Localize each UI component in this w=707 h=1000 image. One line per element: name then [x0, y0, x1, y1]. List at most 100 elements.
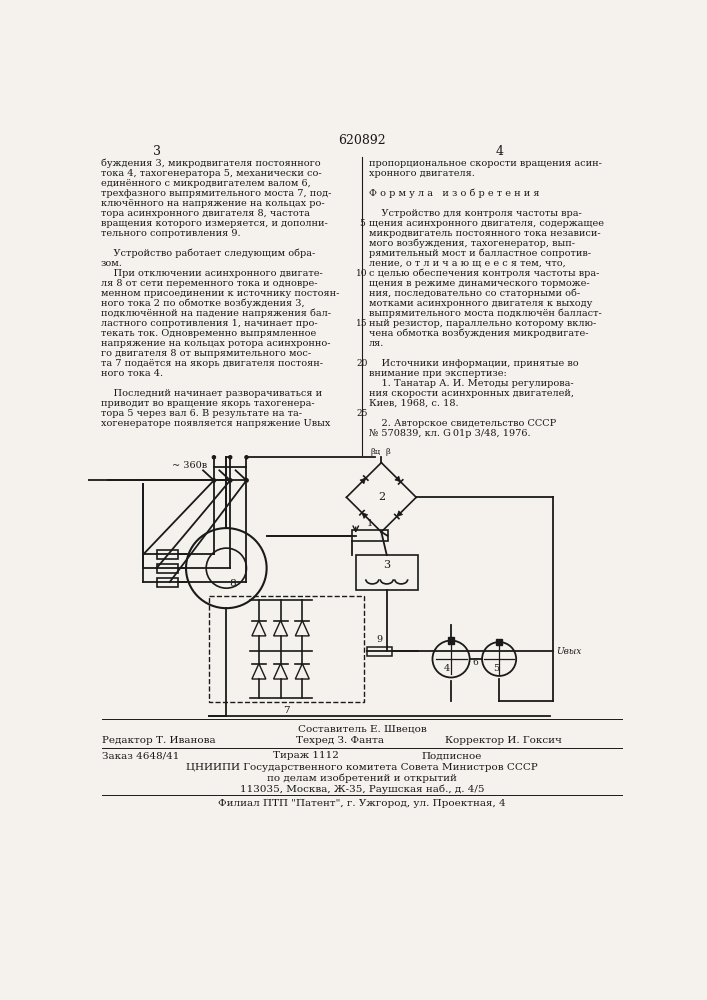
- Text: внимание при экспертизе:: внимание при экспертизе:: [369, 369, 507, 378]
- Text: напряжение на кольцах ротора асинхронно-: напряжение на кольцах ротора асинхронно-: [101, 339, 330, 348]
- Bar: [156, 550, 178, 559]
- Text: выпрямительного моста подключён балласт-: выпрямительного моста подключён балласт-: [369, 309, 602, 318]
- Text: 2: 2: [378, 492, 385, 502]
- Text: ния скорости асинхронных двигателей,: ния скорости асинхронных двигателей,: [369, 389, 574, 398]
- Polygon shape: [360, 478, 366, 484]
- Text: вращения которого измеряется, и дополни-: вращения которого измеряется, и дополни-: [101, 219, 327, 228]
- Circle shape: [212, 479, 216, 482]
- Polygon shape: [252, 620, 266, 636]
- Text: тока 4, тахогенератора 5, механически со-: тока 4, тахогенератора 5, механически со…: [101, 169, 322, 178]
- Circle shape: [245, 456, 248, 459]
- Text: мого возбуждения, тахогенератор, вып-: мого возбуждения, тахогенератор, вып-: [369, 239, 575, 248]
- Circle shape: [245, 479, 248, 482]
- Text: хогенераторе появляется напряжение Uвых: хогенераторе появляется напряжение Uвых: [101, 419, 330, 428]
- Text: мотками асинхронного двигателя к выходу: мотками асинхронного двигателя к выходу: [369, 299, 592, 308]
- Bar: [368, 647, 392, 656]
- Polygon shape: [296, 620, 309, 636]
- Text: 4: 4: [444, 664, 450, 673]
- Bar: [496, 639, 502, 645]
- Text: щения в режиме динамического торможе-: щения в режиме динамического торможе-: [369, 279, 590, 288]
- Polygon shape: [274, 664, 288, 679]
- Text: Киев, 1968, с. 18.: Киев, 1968, с. 18.: [369, 399, 459, 408]
- Text: Заказ 4648/41: Заказ 4648/41: [103, 751, 180, 760]
- Bar: [156, 564, 178, 573]
- Polygon shape: [274, 620, 288, 636]
- Text: та 7 подаётся на якорь двигателя постоян-: та 7 подаётся на якорь двигателя постоян…: [101, 359, 323, 368]
- Text: 7: 7: [283, 706, 289, 715]
- Text: 620892: 620892: [338, 134, 386, 147]
- Polygon shape: [397, 511, 402, 517]
- Bar: [156, 578, 178, 587]
- Text: 5: 5: [493, 664, 499, 673]
- Polygon shape: [395, 476, 401, 482]
- Text: го двигателя 8 от выпрямительного мос-: го двигателя 8 от выпрямительного мос-: [101, 349, 311, 358]
- Text: подключённой на падение напряжения бал-: подключённой на падение напряжения бал-: [101, 309, 331, 318]
- Text: с целью обеспечения контроля частоты вра-: с целью обеспечения контроля частоты вра…: [369, 269, 600, 278]
- Bar: [448, 637, 454, 644]
- Bar: [352, 530, 387, 541]
- Text: № 570839, кл. G 01р 3/48, 1976.: № 570839, кл. G 01р 3/48, 1976.: [369, 429, 530, 438]
- Text: тора асинхронного двигателя 8, частота: тора асинхронного двигателя 8, частота: [101, 209, 310, 218]
- Text: 3: 3: [153, 145, 160, 158]
- Text: Техред З. Фанта: Техред З. Фанта: [296, 736, 384, 745]
- Text: При отключении асинхронного двигате-: При отключении асинхронного двигате-: [101, 269, 322, 278]
- Text: по делам изобретений и открытий: по делам изобретений и открытий: [267, 774, 457, 783]
- Text: Составитель Е. Швецов: Составитель Е. Швецов: [298, 724, 426, 733]
- Text: Филиал ПТП "Патент", г. Ужгород, ул. Проектная, 4: Филиал ПТП "Патент", г. Ужгород, ул. Про…: [218, 799, 506, 808]
- Text: трехфазного выпрямительного моста 7, под-: трехфазного выпрямительного моста 7, под…: [101, 189, 331, 198]
- Text: пропорциональное скорости вращения асин-: пропорциональное скорости вращения асин-: [369, 158, 602, 167]
- Text: 4: 4: [495, 145, 503, 158]
- Text: микродвигатель постоянного тока независи-: микродвигатель постоянного тока независи…: [369, 229, 600, 238]
- Text: 2. Авторское свидетельство СССР: 2. Авторское свидетельство СССР: [369, 419, 556, 428]
- Text: Устройство работает следующим обра-: Устройство работает следующим обра-: [101, 249, 315, 258]
- Text: ный резистор, параллельно которому вклю-: ный резистор, параллельно которому вклю-: [369, 319, 596, 328]
- Text: текать ток. Одновременно выпрямленное: текать ток. Одновременно выпрямленное: [101, 329, 316, 338]
- Text: единённого с микродвигателем валом 6,: единённого с микродвигателем валом 6,: [101, 179, 310, 188]
- Circle shape: [228, 479, 232, 482]
- Text: Последний начинает разворачиваться и: Последний начинает разворачиваться и: [101, 389, 322, 398]
- Circle shape: [212, 456, 216, 459]
- Text: Тираж 1112: Тираж 1112: [273, 751, 339, 760]
- Text: рямительный мост и балластное сопротив-: рямительный мост и балластное сопротив-: [369, 249, 591, 258]
- Text: 25: 25: [356, 409, 368, 418]
- Text: чена обмотка возбуждения микродвигате-: чена обмотка возбуждения микродвигате-: [369, 329, 588, 338]
- Bar: [356, 555, 418, 590]
- Text: Источники информации, принятые во: Источники информации, принятые во: [369, 359, 578, 368]
- Text: Ф о р м у л а   и з о б р е т е н и я: Ф о р м у л а и з о б р е т е н и я: [369, 189, 539, 198]
- Text: 1: 1: [366, 519, 373, 528]
- Polygon shape: [252, 664, 266, 679]
- Text: Подписное: Подписное: [421, 751, 482, 760]
- Text: щения асинхронного двигателя, содержащее: щения асинхронного двигателя, содержащее: [369, 219, 604, 228]
- Text: βц: βц: [370, 448, 380, 456]
- Text: 1. Танатар А. И. Методы регулирова-: 1. Танатар А. И. Методы регулирова-: [369, 379, 573, 388]
- Text: буждения 3, микродвигателя постоянного: буждения 3, микродвигателя постоянного: [101, 158, 320, 168]
- Text: ного тока 2 по обмотке возбуждения 3,: ного тока 2 по обмотке возбуждения 3,: [101, 299, 305, 308]
- Text: ключённого на напряжение на кольцах ро-: ключённого на напряжение на кольцах ро-: [101, 199, 325, 208]
- Text: 9: 9: [377, 635, 382, 644]
- Circle shape: [228, 456, 232, 459]
- Text: зом.: зом.: [101, 259, 122, 268]
- Text: Устройство для контроля частоты вра-: Устройство для контроля частоты вра-: [369, 209, 582, 218]
- Text: 5: 5: [359, 219, 365, 228]
- Polygon shape: [362, 513, 368, 518]
- Bar: [209, 596, 363, 702]
- Text: 6: 6: [472, 658, 478, 667]
- Text: 10: 10: [356, 269, 368, 278]
- Text: ного тока 4.: ного тока 4.: [101, 369, 163, 378]
- Text: β: β: [385, 448, 390, 456]
- Text: ля.: ля.: [369, 339, 385, 348]
- Text: менном присоединении к источнику постоян-: менном присоединении к источнику постоян…: [101, 289, 339, 298]
- Text: ля 8 от сети переменного тока и одновре-: ля 8 от сети переменного тока и одновре-: [101, 279, 317, 288]
- Text: ластного сопротивления 1, начинает про-: ластного сопротивления 1, начинает про-: [101, 319, 317, 328]
- Text: тора 5 через вал 6. В результате на та-: тора 5 через вал 6. В результате на та-: [101, 409, 302, 418]
- Text: ния, последовательно со статорными об-: ния, последовательно со статорными об-: [369, 289, 580, 298]
- Text: тельного сопротивления 9.: тельного сопротивления 9.: [101, 229, 240, 238]
- Text: 15: 15: [356, 319, 368, 328]
- Text: хронного двигателя.: хронного двигателя.: [369, 169, 475, 178]
- Polygon shape: [296, 664, 309, 679]
- Text: 113035, Москва, Ж-35, Раушская наб., д. 4/5: 113035, Москва, Ж-35, Раушская наб., д. …: [240, 785, 484, 794]
- Text: 8: 8: [229, 579, 236, 588]
- Text: 3: 3: [383, 560, 390, 570]
- Text: Корректор И. Гоксич: Корректор И. Гоксич: [445, 736, 562, 745]
- Text: приводит во вращение якорь тахогенера-: приводит во вращение якорь тахогенера-: [101, 399, 315, 408]
